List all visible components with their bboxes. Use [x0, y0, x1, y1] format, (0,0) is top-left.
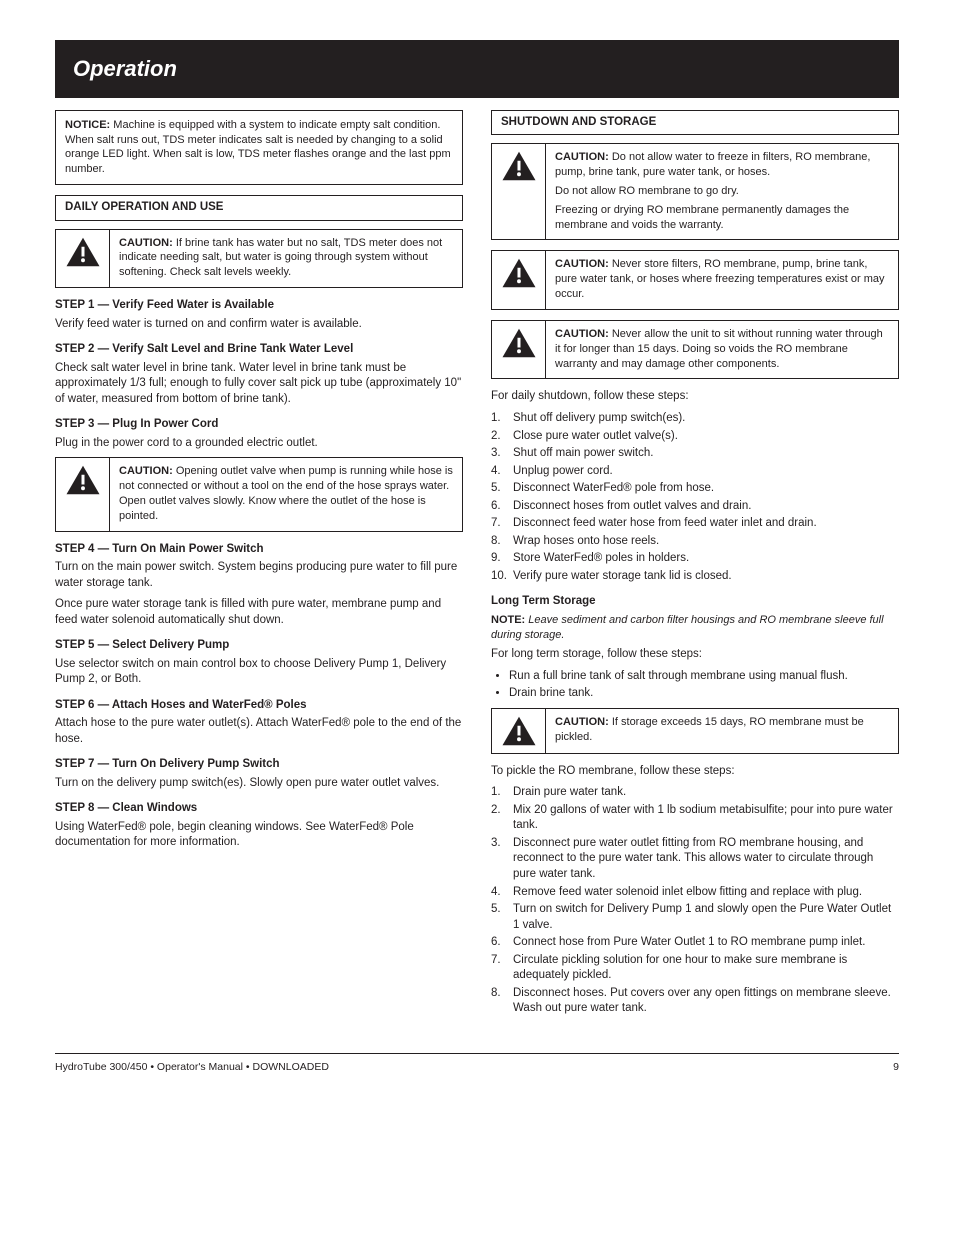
list-item: 10.Verify pure water storage tank lid is… — [491, 569, 899, 585]
list-item: 5.Turn on switch for Delivery Pump 1 and… — [491, 902, 899, 933]
list-item: 6.Disconnect hoses from outlet valves an… — [491, 499, 899, 515]
shutdown-list: 1.Shut off delivery pump switch(es). 2.C… — [491, 411, 899, 584]
list-item: 7.Circulate pickling solution for one ho… — [491, 953, 899, 984]
list-item-text: Drain pure water tank. — [513, 785, 626, 801]
longterm-intro: For long term storage, follow these step… — [491, 647, 899, 663]
list-item: 8.Wrap hoses onto hose reels. — [491, 534, 899, 550]
warning-icon — [492, 321, 546, 379]
page-footer: HydroTube 300/450 • Operator's Manual • … — [55, 1053, 899, 1074]
step2-title: STEP 2 — Verify Salt Level and Brine Tan… — [55, 342, 463, 358]
notice-label: NOTICE: — [65, 119, 110, 131]
list-item-text: Shut off main power switch. — [513, 446, 653, 462]
longterm-note: NOTE: Leave sediment and carbon filter h… — [491, 613, 899, 643]
list-item-text: Close pure water outlet valve(s). — [513, 429, 678, 445]
caution-text: Do not allow RO membrane to go dry. — [555, 184, 889, 199]
longterm-title: Long Term Storage — [491, 594, 899, 610]
step5-title: STEP 5 — Select Delivery Pump — [55, 638, 463, 654]
list-item-text: Remove feed water solenoid inlet elbow f… — [513, 885, 862, 901]
caution-label: CAUTION: — [555, 151, 609, 163]
list-item-text: Shut off delivery pump switch(es). — [513, 411, 685, 427]
heading-daily-operation: DAILY OPERATION AND USE — [55, 195, 463, 221]
step4-body2: Once pure water storage tank is filled w… — [55, 597, 463, 628]
step4-body1: Turn on the main power switch. System be… — [55, 560, 463, 591]
list-item-text: Disconnect hoses from outlet valves and … — [513, 499, 751, 515]
list-item: 1.Shut off delivery pump switch(es). — [491, 411, 899, 427]
list-item: 8.Disconnect hoses. Put covers over any … — [491, 986, 899, 1017]
list-item-text: Connect hose from Pure Water Outlet 1 to… — [513, 935, 865, 951]
list-item-text: Mix 20 gallons of water with 1 lb sodium… — [513, 803, 899, 834]
step3-body: Plug in the power cord to a grounded ele… — [55, 436, 463, 452]
step7-title: STEP 7 — Turn On Delivery Pump Switch — [55, 757, 463, 773]
pickle-intro: To pickle the RO membrane, follow these … — [491, 764, 899, 780]
list-item: 5.Disconnect WaterFed® pole from hose. — [491, 481, 899, 497]
warning-icon — [56, 230, 110, 288]
list-item: 3.Disconnect pure water outlet fitting f… — [491, 836, 899, 883]
caution-box-store: CAUTION: Never store filters, RO membran… — [491, 250, 899, 310]
step8-body: Using WaterFed® pole, begin cleaning win… — [55, 820, 463, 851]
notice-body: Machine is equipped with a system to ind… — [65, 119, 451, 176]
warning-icon — [492, 251, 546, 309]
list-item-text: Disconnect WaterFed® pole from hose. — [513, 481, 714, 497]
list-item: 9.Store WaterFed® poles in holders. — [491, 551, 899, 567]
left-column: NOTICE: Machine is equipped with a syste… — [55, 110, 463, 1025]
list-item: 1.Drain pure water tank. — [491, 785, 899, 801]
warning-icon — [492, 144, 546, 239]
list-item: Run a full brine tank of salt through me… — [509, 669, 899, 685]
caution-label: CAUTION: — [555, 716, 609, 728]
pickle-list: 1.Drain pure water tank. 2.Mix 20 gallon… — [491, 785, 899, 1016]
list-item-text: Disconnect pure water outlet fitting fro… — [513, 836, 899, 883]
list-item: 6.Connect hose from Pure Water Outlet 1 … — [491, 935, 899, 951]
list-item-text: Turn on switch for Delivery Pump 1 and s… — [513, 902, 899, 933]
shutdown-intro: For daily shutdown, follow these steps: — [491, 389, 899, 405]
right-column: SHUTDOWN AND STORAGE CAUTION: Do not all… — [491, 110, 899, 1025]
step5-body: Use selector switch on main control box … — [55, 657, 463, 688]
longterm-list: Run a full brine tank of salt through me… — [509, 669, 899, 702]
section-banner: Operation — [55, 40, 899, 98]
step6-body: Attach hose to the pure water outlet(s).… — [55, 716, 463, 747]
caution-label: CAUTION: — [555, 328, 609, 340]
notice-box: NOTICE: Machine is equipped with a syste… — [55, 110, 463, 185]
list-item-text: Disconnect feed water hose from feed wat… — [513, 516, 817, 532]
caution-box-15days: CAUTION: Never allow the unit to sit wit… — [491, 320, 899, 380]
list-item-text: Verify pure water storage tank lid is cl… — [513, 569, 732, 585]
page-number: 9 — [893, 1060, 899, 1074]
list-item-text: Disconnect hoses. Put covers over any op… — [513, 986, 899, 1017]
list-item: Drain brine tank. — [509, 686, 899, 702]
note-body: Leave sediment and carbon filter housing… — [491, 614, 884, 641]
caution-box-pickle: CAUTION: If storage exceeds 15 days, RO … — [491, 708, 899, 754]
list-item: 7.Disconnect feed water hose from feed w… — [491, 516, 899, 532]
list-item: 2.Close pure water outlet valve(s). — [491, 429, 899, 445]
list-item: 4.Unplug power cord. — [491, 464, 899, 480]
list-item: 3.Shut off main power switch. — [491, 446, 899, 462]
step2-body: Check salt water level in brine tank. Wa… — [55, 361, 463, 408]
list-item-text: Wrap hoses onto hose reels. — [513, 534, 659, 550]
caution-label: CAUTION: — [119, 237, 173, 249]
caution-label: CAUTION: — [555, 258, 609, 270]
caution-label: CAUTION: — [119, 465, 173, 477]
caution-box-salt: CAUTION: If brine tank has water but no … — [55, 229, 463, 289]
list-item-text: Circulate pickling solution for one hour… — [513, 953, 899, 984]
step6-title: STEP 6 — Attach Hoses and WaterFed® Pole… — [55, 698, 463, 714]
step8-title: STEP 8 — Clean Windows — [55, 801, 463, 817]
list-item: 4.Remove feed water solenoid inlet elbow… — [491, 885, 899, 901]
caution-box-outlet: CAUTION: Opening outlet valve when pump … — [55, 457, 463, 531]
caution-text: Freezing or drying RO membrane permanent… — [555, 203, 889, 233]
list-item-text: Unplug power cord. — [513, 464, 613, 480]
warning-icon — [492, 709, 546, 753]
step3-title: STEP 3 — Plug In Power Cord — [55, 417, 463, 433]
heading-shutdown: SHUTDOWN AND STORAGE — [491, 110, 899, 136]
note-label: NOTE: — [491, 614, 525, 626]
step1-body: Verify feed water is turned on and confi… — [55, 317, 463, 333]
step4-title: STEP 4 — Turn On Main Power Switch — [55, 542, 463, 558]
list-item: 2.Mix 20 gallons of water with 1 lb sodi… — [491, 803, 899, 834]
warning-icon — [56, 458, 110, 530]
caution-box-freeze: CAUTION: Do not allow water to freeze in… — [491, 143, 899, 240]
footer-left: HydroTube 300/450 • Operator's Manual • … — [55, 1060, 329, 1074]
step7-body: Turn on the delivery pump switch(es). Sl… — [55, 776, 463, 792]
step1-title: STEP 1 — Verify Feed Water is Available — [55, 298, 463, 314]
list-item-text: Store WaterFed® poles in holders. — [513, 551, 689, 567]
